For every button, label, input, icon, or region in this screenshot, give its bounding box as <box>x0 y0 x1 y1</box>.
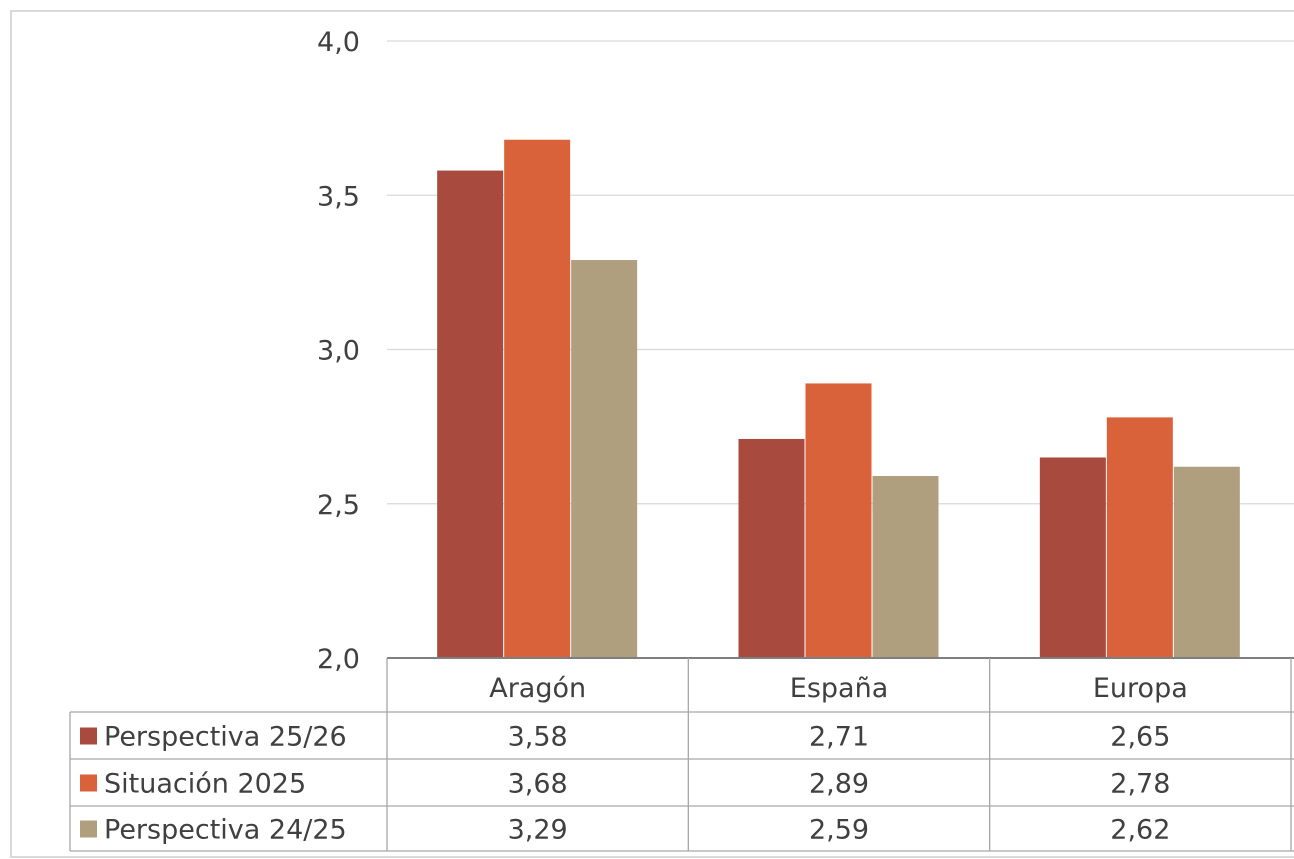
chart-frame <box>10 10 1294 858</box>
bar <box>872 475 939 658</box>
legend-swatch <box>80 820 97 838</box>
data-value: 2,59 <box>809 815 869 846</box>
y-tick-label: 3,5 <box>317 181 360 212</box>
bar <box>1039 457 1106 658</box>
bar <box>1173 466 1240 658</box>
y-tick-label: 4,0 <box>317 27 360 58</box>
bar <box>805 383 872 658</box>
data-value: 2,62 <box>1110 815 1170 846</box>
data-value: 3,58 <box>508 722 568 753</box>
y-tick-label: 2,5 <box>317 490 360 521</box>
category-label: España <box>790 673 888 704</box>
legend-swatch <box>80 774 97 792</box>
bar <box>1106 417 1173 658</box>
data-value: 2,78 <box>1110 769 1170 800</box>
data-value: 2,71 <box>809 722 869 753</box>
category-label: Aragón <box>489 673 586 704</box>
bar <box>738 438 805 658</box>
bar <box>504 139 571 659</box>
data-value: 2,89 <box>809 769 869 800</box>
data-value: 3,68 <box>508 769 568 800</box>
y-tick-label: 2,0 <box>317 644 360 675</box>
legend-swatch <box>80 727 97 745</box>
data-value: 3,29 <box>508 815 568 846</box>
data-value: 2,65 <box>1110 722 1170 753</box>
y-tick-label: 3,0 <box>317 336 360 367</box>
bar <box>437 170 504 658</box>
bar <box>571 260 638 658</box>
legend-label: Perspectiva 25/26 <box>104 722 347 753</box>
legend-label: Perspectiva 24/25 <box>104 815 347 846</box>
category-label: Europa <box>1093 673 1188 704</box>
legend-label: Situación 2025 <box>104 769 306 800</box>
